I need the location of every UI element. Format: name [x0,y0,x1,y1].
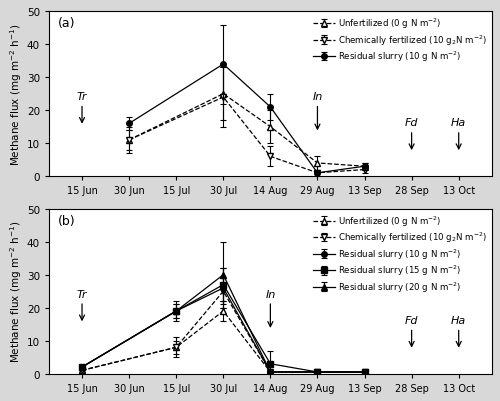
Text: Ha: Ha [451,315,466,325]
Y-axis label: Methane flux (mg m$^{-2}$ h$^{-1}$): Methane flux (mg m$^{-2}$ h$^{-1}$) [8,221,24,363]
Text: In: In [265,289,276,299]
Y-axis label: Methane flux (mg m$^{-2}$ h$^{-1}$): Methane flux (mg m$^{-2}$ h$^{-1}$) [8,23,24,166]
Legend: Unfertilized (0 g N m$^{-2}$), Chemically fertilized (10 g$_2$N m$^{-2}$), Resid: Unfertilized (0 g N m$^{-2}$), Chemicall… [312,212,489,296]
Legend: Unfertilized (0 g N m$^{-2}$), Chemically fertilized (10 g$_2$N m$^{-2}$), Resid: Unfertilized (0 g N m$^{-2}$), Chemicall… [312,15,489,66]
Text: Tr: Tr [77,289,88,299]
Text: (b): (b) [58,214,76,227]
Text: Fd: Fd [405,315,418,325]
Text: Tr: Tr [77,92,88,102]
Text: Fd: Fd [405,118,418,128]
Text: In: In [312,92,322,102]
Text: Ha: Ha [451,118,466,128]
Text: (a): (a) [58,17,76,30]
